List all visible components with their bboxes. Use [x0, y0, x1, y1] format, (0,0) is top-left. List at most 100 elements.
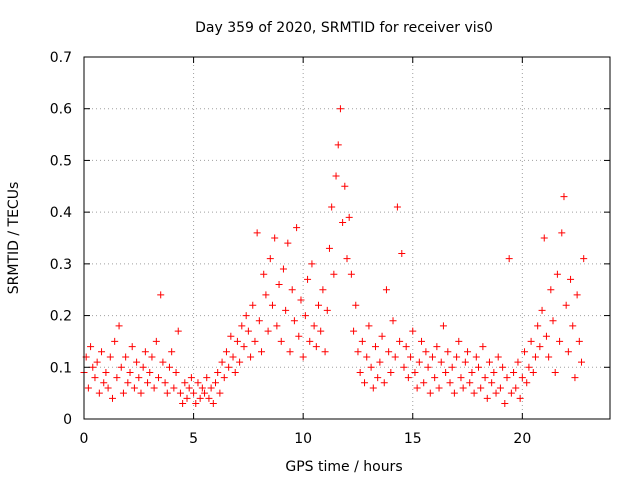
- data-point: [354, 348, 362, 356]
- data-point: [428, 353, 436, 361]
- data-point: [380, 379, 388, 387]
- data-point: [124, 379, 132, 387]
- data-point: [181, 379, 189, 387]
- data-point: [564, 348, 572, 356]
- data-point: [361, 379, 369, 387]
- data-point: [312, 343, 320, 351]
- y-tick-label: 0.6: [50, 102, 72, 118]
- data-point: [341, 182, 349, 190]
- data-point: [218, 358, 226, 366]
- data-point: [236, 358, 244, 366]
- data-point: [100, 379, 108, 387]
- data-point: [332, 172, 340, 180]
- data-point: [396, 337, 404, 345]
- data-point: [538, 306, 546, 314]
- data-point: [459, 384, 467, 392]
- data-point: [573, 291, 581, 299]
- data-point: [431, 374, 439, 382]
- data-point: [527, 337, 535, 345]
- x-tick-label: 10: [294, 431, 312, 447]
- data-point: [540, 234, 548, 242]
- data-point: [251, 337, 259, 345]
- data-point: [174, 327, 182, 335]
- x-tick-labels: 0 5 10 15 20: [80, 431, 532, 447]
- data-point: [321, 348, 329, 356]
- y-tick-label: 0.7: [50, 50, 72, 66]
- data-point: [356, 368, 364, 376]
- data-point: [119, 389, 127, 397]
- data-point: [277, 337, 285, 345]
- data-point: [437, 358, 445, 366]
- data-point: [93, 358, 101, 366]
- data-point: [190, 389, 198, 397]
- data-point: [279, 265, 287, 273]
- data-point: [282, 306, 290, 314]
- data-point: [196, 394, 204, 402]
- data-point: [150, 384, 158, 392]
- data-point: [516, 394, 524, 402]
- data-point: [233, 337, 241, 345]
- data-point: [183, 394, 191, 402]
- data-point: [365, 322, 373, 330]
- data-point: [310, 322, 318, 330]
- data-point: [325, 244, 333, 252]
- data-point: [387, 368, 395, 376]
- data-point: [122, 353, 130, 361]
- data-point: [222, 348, 230, 356]
- data-point: [455, 337, 463, 345]
- data-point: [159, 358, 167, 366]
- data-point: [560, 193, 568, 201]
- data-point: [304, 275, 312, 283]
- data-point: [345, 213, 353, 221]
- y-tick-label: 0.3: [50, 257, 72, 273]
- data-point: [404, 374, 412, 382]
- data-point: [578, 358, 586, 366]
- data-point: [225, 363, 233, 371]
- data-point: [448, 363, 456, 371]
- data-point: [453, 353, 461, 361]
- data-point: [91, 374, 99, 382]
- data-point: [402, 343, 410, 351]
- data-point: [472, 353, 480, 361]
- data-point: [571, 374, 579, 382]
- data-point: [102, 368, 110, 376]
- data-point: [523, 379, 531, 387]
- data-point: [496, 384, 504, 392]
- data-point: [512, 384, 520, 392]
- data-point: [255, 317, 263, 325]
- data-point: [558, 229, 566, 237]
- data-point: [556, 337, 564, 345]
- data-point: [562, 301, 570, 309]
- data-point: [187, 374, 195, 382]
- data-point: [253, 229, 261, 237]
- data-point: [422, 348, 430, 356]
- data-point: [317, 327, 325, 335]
- data-point: [264, 327, 272, 335]
- data-point: [106, 353, 114, 361]
- data-point: [192, 399, 200, 407]
- data-point: [475, 363, 482, 371]
- data-point: [260, 270, 268, 278]
- data-point: [163, 389, 171, 397]
- data-point: [369, 384, 377, 392]
- plot-frame: [83, 56, 611, 420]
- data-point: [503, 374, 511, 382]
- data-point: [389, 317, 397, 325]
- data-point: [297, 296, 305, 304]
- data-point: [95, 389, 103, 397]
- data-point: [352, 301, 360, 309]
- data-point: [567, 275, 575, 283]
- data-point: [444, 348, 452, 356]
- data-point: [113, 374, 121, 382]
- data-point: [336, 105, 344, 113]
- data-point: [470, 389, 478, 397]
- data-point: [161, 379, 169, 387]
- data-point: [334, 141, 342, 149]
- data-point: [172, 368, 180, 376]
- data-point: [244, 327, 252, 335]
- data-point: [139, 363, 147, 371]
- data-point: [468, 368, 476, 376]
- data-point: [87, 343, 95, 351]
- data-point: [319, 286, 327, 294]
- data-point: [371, 343, 379, 351]
